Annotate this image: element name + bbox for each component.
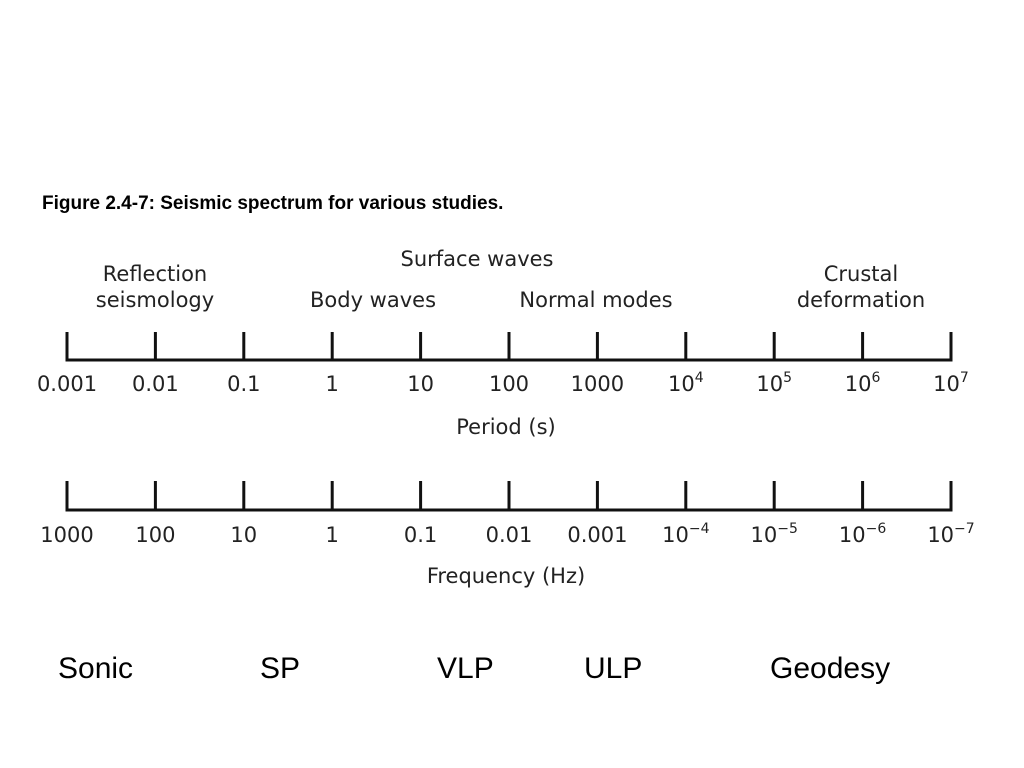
frequency-axis: 1000 100 10 1 0.1 0.01 0.001 10−4 10−5 10−6 10−7: [40, 481, 975, 547]
category-label-line: seismology: [96, 288, 214, 312]
period-tick-label: 0.1: [227, 372, 260, 396]
frequency-tick-label: 10: [230, 523, 257, 547]
category-reflection-seismology: Reflection seismology: [96, 262, 214, 312]
frequency-tick-label: 10−6: [839, 521, 886, 547]
period-tick-label: 0.01: [132, 372, 179, 396]
band-vlp: VLP: [437, 652, 494, 685]
period-axis-title: Period (s): [456, 415, 555, 439]
category-body-waves: Body waves: [310, 288, 436, 312]
period-tick-label: 1: [326, 372, 339, 396]
frequency-axis-title: Frequency (Hz): [427, 564, 585, 588]
figure-title: Figure 2.4-7: Seismic spectrum for vario…: [42, 193, 503, 214]
frequency-tick-label: 10−7: [927, 521, 974, 547]
band-sp: SP: [260, 652, 300, 685]
category-label-line: Crustal: [824, 262, 898, 286]
period-tick-label: 0.001: [37, 372, 97, 396]
frequency-tick-label: 1: [326, 523, 339, 547]
category-normal-modes: Normal modes: [519, 288, 672, 312]
band-ulp: ULP: [584, 652, 642, 685]
frequency-tick-label: 0.01: [486, 523, 533, 547]
period-tick-label: 107: [933, 370, 969, 396]
category-label-line: deformation: [797, 288, 925, 312]
frequency-tick-label: 0.001: [567, 523, 627, 547]
period-tick-label: 104: [668, 370, 704, 396]
period-tick-label: 100: [489, 372, 529, 396]
frequency-tick-label: 100: [135, 523, 175, 547]
period-tick-label: 106: [845, 370, 881, 396]
frequency-tick-label: 10−5: [751, 521, 798, 547]
band-sonic: Sonic: [58, 652, 133, 685]
frequency-tick-label: 1000: [40, 523, 93, 547]
period-axis: 0.001 0.01 0.1 1 10 100 1000 104 105 106 107: [37, 332, 969, 396]
frequency-tick-label: 10−4: [662, 521, 709, 547]
period-tick-label: 1000: [571, 372, 624, 396]
frequency-tick-label: 0.1: [404, 523, 437, 547]
band-geodesy: Geodesy: [770, 652, 890, 685]
period-tick-label: 10: [407, 372, 434, 396]
category-label-line: Reflection: [103, 262, 208, 286]
category-surface-waves: Surface waves: [400, 247, 553, 271]
period-tick-label: 105: [756, 370, 792, 396]
category-crustal-deformation: Crustal deformation: [797, 262, 925, 312]
